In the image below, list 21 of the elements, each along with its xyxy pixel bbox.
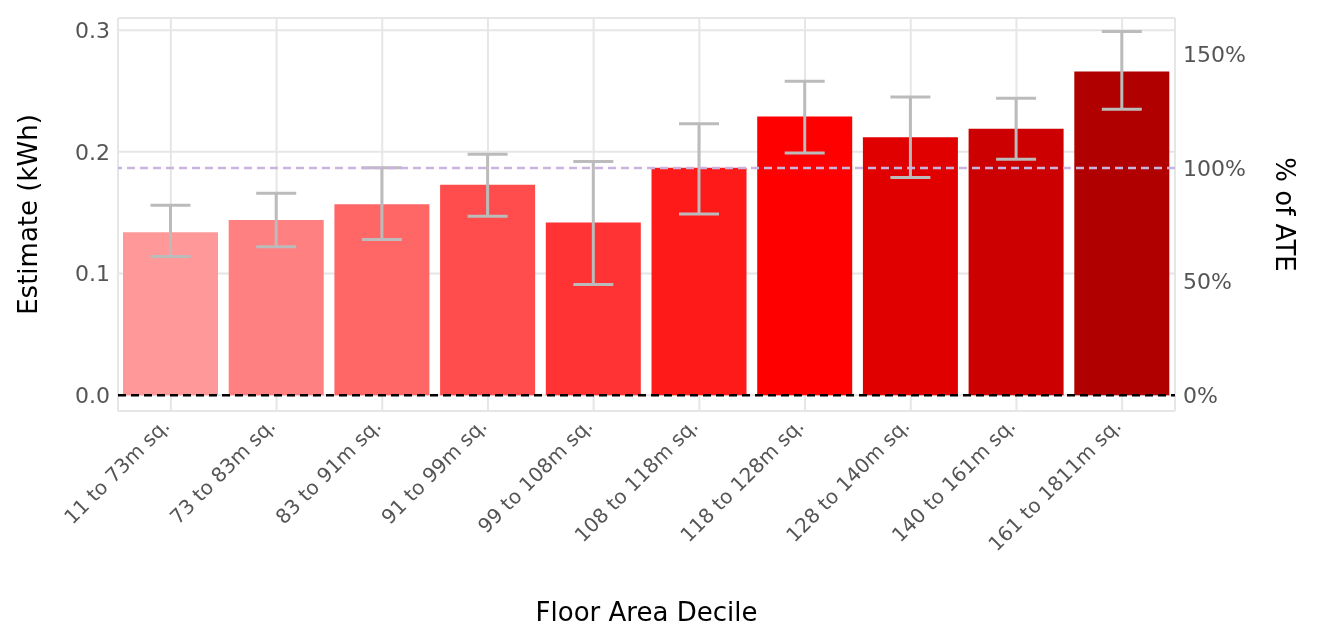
bar — [545, 222, 641, 396]
bar — [757, 116, 853, 396]
bar — [228, 219, 324, 396]
y2-tick-label: 50% — [1183, 269, 1232, 295]
bar — [440, 184, 536, 396]
y-axis-title: Estimate (kWh) — [13, 114, 44, 315]
y-tick-label: 0.0 — [75, 382, 110, 408]
y-tick-label: 0.2 — [75, 139, 110, 165]
y-tick-label: 0.1 — [75, 261, 110, 287]
bar — [334, 204, 430, 396]
bar — [651, 167, 747, 396]
y2-tick-label: 0% — [1183, 382, 1218, 408]
x-axis-title: Floor Area Decile — [535, 597, 758, 627]
y-tick-label: 0.3 — [75, 17, 110, 43]
y2-tick-label: 100% — [1183, 155, 1246, 181]
bar — [123, 232, 218, 396]
bar — [1074, 71, 1170, 396]
bar — [862, 137, 958, 396]
y2-tick-label: 150% — [1183, 42, 1246, 68]
bar — [968, 128, 1064, 396]
y2-axis-title: % of ATE — [1269, 157, 1300, 272]
